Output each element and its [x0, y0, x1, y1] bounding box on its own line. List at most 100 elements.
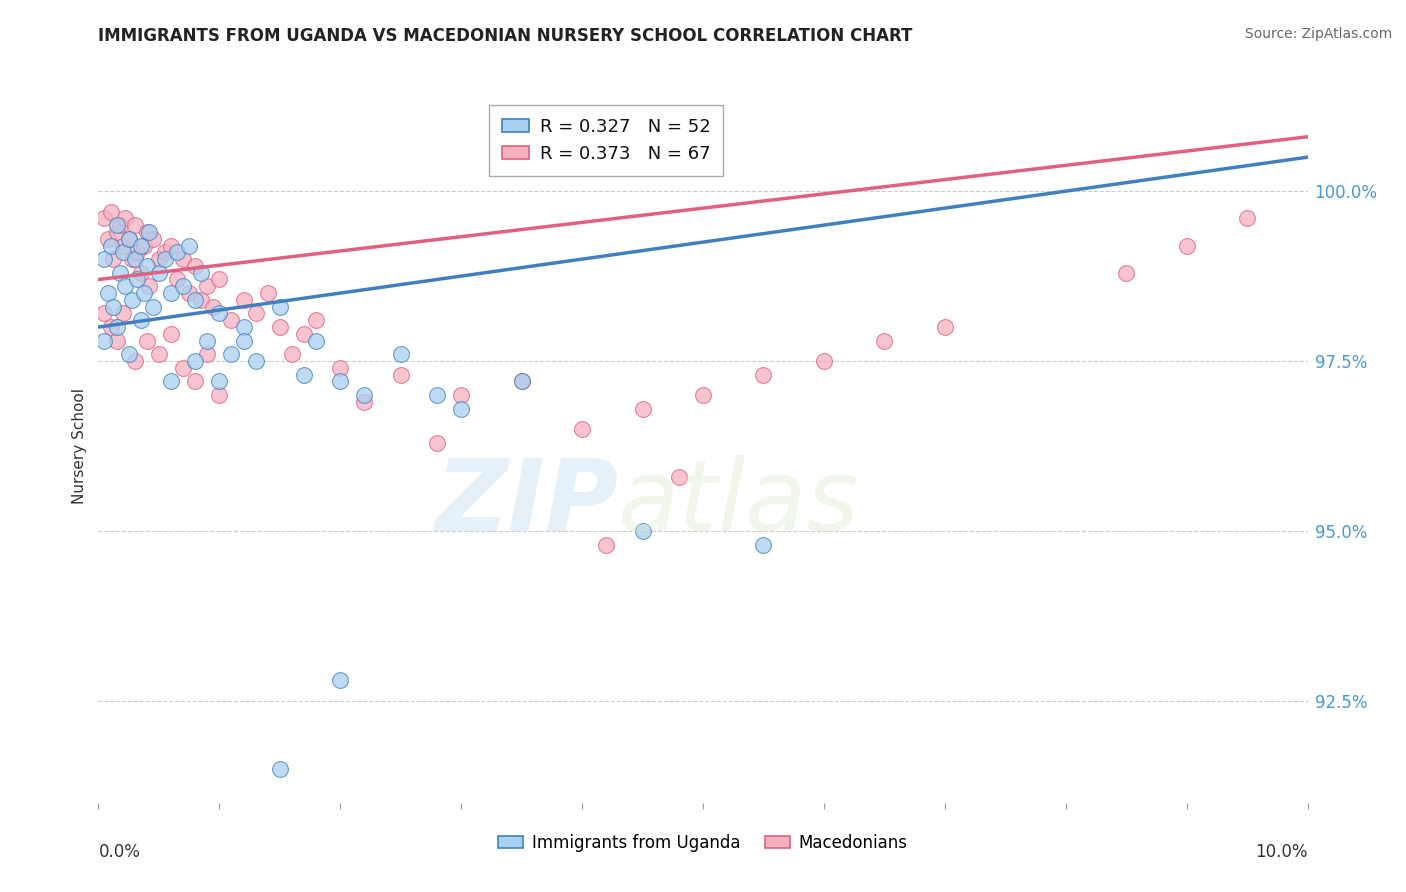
Point [232, 320, 254, 334]
Point [93, 252, 115, 266]
Point [510, 375, 533, 389]
Point [668, 469, 690, 483]
Point [100, 204, 122, 219]
Point [292, 326, 315, 341]
Point [195, 347, 218, 361]
Point [129, 313, 152, 327]
Point [292, 368, 315, 382]
Point [1236, 211, 1258, 226]
Text: Source: ZipAtlas.com: Source: ZipAtlas.com [1244, 27, 1392, 41]
Point [232, 334, 254, 348]
Point [105, 225, 128, 239]
Point [114, 279, 136, 293]
Point [184, 375, 207, 389]
Point [135, 334, 157, 348]
Point [100, 320, 122, 334]
Point [1115, 266, 1137, 280]
Point [353, 388, 375, 402]
Point [269, 320, 291, 334]
Point [353, 394, 375, 409]
Point [172, 360, 194, 375]
Point [111, 238, 134, 252]
Point [426, 388, 449, 402]
Point [134, 238, 156, 252]
Point [245, 354, 267, 368]
Point [269, 300, 291, 314]
Point [124, 252, 146, 266]
Point [281, 347, 304, 361]
Point [269, 762, 291, 776]
Point [179, 238, 201, 252]
Point [329, 673, 352, 688]
Point [142, 300, 165, 314]
Point [202, 300, 225, 314]
Point [160, 375, 183, 389]
Point [114, 211, 136, 226]
Point [101, 300, 124, 314]
Point [389, 368, 412, 382]
Point [118, 232, 141, 246]
Y-axis label: Nursery School: Nursery School [72, 388, 87, 504]
Point [134, 286, 156, 301]
Point [190, 293, 212, 307]
Point [208, 388, 231, 402]
Point [631, 524, 654, 538]
Point [97, 232, 120, 246]
Point [232, 293, 254, 307]
Point [752, 537, 775, 551]
Point [166, 272, 188, 286]
Point [118, 232, 141, 246]
Point [142, 232, 165, 246]
Point [148, 347, 170, 361]
Point [105, 218, 128, 232]
Point [179, 286, 201, 301]
Point [595, 537, 617, 551]
Point [510, 375, 533, 389]
Point [1175, 238, 1198, 252]
Text: 0.0%: 0.0% [98, 843, 141, 861]
Point [100, 238, 122, 252]
Point [329, 375, 352, 389]
Point [450, 388, 472, 402]
Point [105, 320, 128, 334]
Point [172, 279, 194, 293]
Point [208, 375, 231, 389]
Point [121, 252, 143, 266]
Point [166, 245, 188, 260]
Point [127, 272, 149, 286]
Point [571, 422, 593, 436]
Point [190, 266, 212, 280]
Point [138, 225, 160, 239]
Point [208, 272, 231, 286]
Point [129, 266, 152, 280]
Text: ZIP: ZIP [436, 455, 619, 551]
Point [129, 238, 152, 252]
Point [124, 354, 146, 368]
Point [813, 354, 835, 368]
Point [135, 259, 157, 273]
Point [389, 347, 412, 361]
Point [426, 435, 449, 450]
Point [305, 313, 328, 327]
Point [195, 279, 218, 293]
Point [752, 368, 775, 382]
Point [135, 225, 157, 239]
Point [108, 266, 131, 280]
Point [184, 259, 207, 273]
Point [184, 354, 207, 368]
Legend: Immigrants from Uganda, Macedonians: Immigrants from Uganda, Macedonians [492, 828, 914, 859]
Point [256, 286, 278, 301]
Point [172, 252, 194, 266]
Point [305, 334, 328, 348]
Point [153, 245, 176, 260]
Point [153, 252, 176, 266]
Point [692, 388, 714, 402]
Point [111, 306, 134, 320]
Point [221, 313, 243, 327]
Point [208, 306, 231, 320]
Point [245, 306, 267, 320]
Point [121, 293, 143, 307]
Point [450, 401, 472, 416]
Point [97, 286, 120, 301]
Point [184, 293, 207, 307]
